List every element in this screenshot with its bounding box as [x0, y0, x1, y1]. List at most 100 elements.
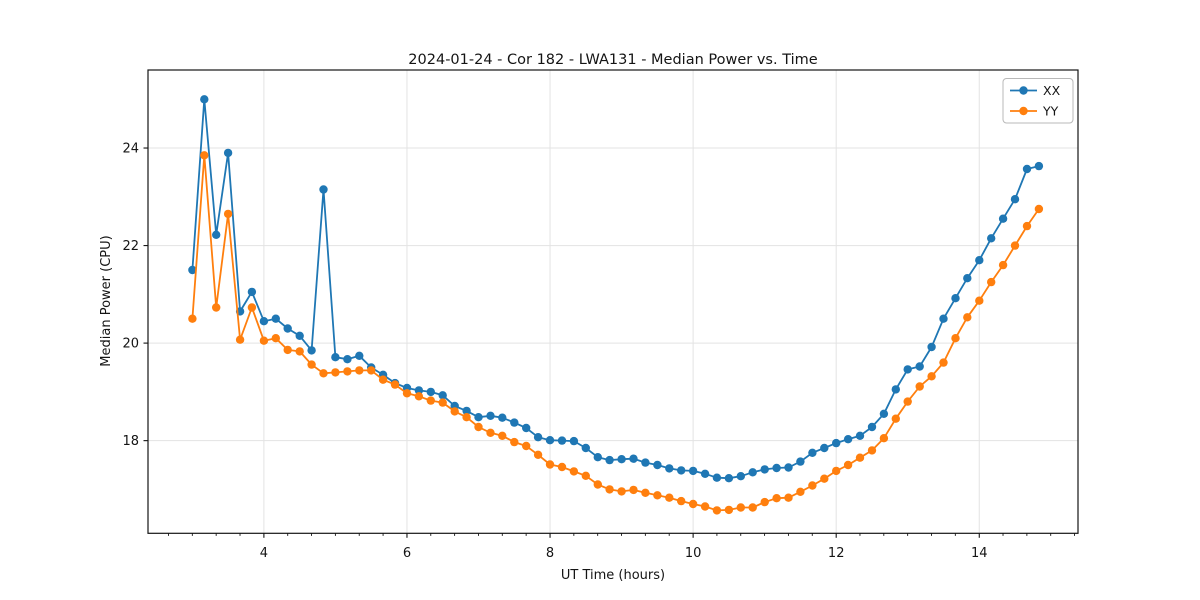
- yy-series-marker: [438, 398, 447, 407]
- yy-series-marker: [677, 496, 686, 506]
- yy-series-marker: [462, 413, 471, 422]
- legend-entry-marker: [1019, 86, 1028, 95]
- xx-series-marker: [295, 331, 304, 340]
- yy-series-marker: [533, 450, 543, 459]
- yy-series-marker: [903, 397, 912, 406]
- yy-series-marker: [748, 503, 757, 512]
- yy-series-marker: [235, 335, 245, 344]
- xx-series-marker: [593, 453, 602, 462]
- xx-series-marker: [271, 314, 280, 323]
- yy-series-marker: [522, 441, 531, 451]
- xx-series-marker: [927, 342, 936, 352]
- xx-series-marker: [855, 431, 865, 440]
- xx-series-marker: [998, 214, 1008, 223]
- xx-series-marker: [951, 294, 960, 303]
- yy-series-marker: [879, 434, 889, 443]
- yy-series-marker: [450, 407, 459, 416]
- x-tick-label: 10: [685, 546, 702, 561]
- xx-series-marker: [891, 385, 900, 394]
- xx-series-marker: [569, 436, 579, 446]
- xx-series-marker: [903, 365, 912, 374]
- yy-series-marker: [939, 358, 948, 367]
- legend-entry-label: XX: [1043, 83, 1061, 98]
- xx-series-line: [191, 98, 1040, 480]
- yy-series-marker: [724, 505, 734, 515]
- yy-series-marker: [581, 471, 590, 480]
- legend: XX YY: [1002, 78, 1074, 124]
- yy-series-marker: [319, 369, 328, 378]
- xx-series-marker: [522, 423, 531, 433]
- yy-series-marker: [784, 493, 793, 502]
- xx-series-marker: [712, 473, 722, 482]
- yy-series-marker: [653, 491, 662, 500]
- xx-series-marker: [414, 386, 424, 395]
- yy-series-marker: [307, 360, 316, 369]
- yy-series-marker: [486, 428, 495, 437]
- xx-series-marker: [688, 466, 698, 476]
- xx-series-marker: [510, 418, 519, 427]
- yy-series-marker: [474, 422, 483, 432]
- xx-series-marker: [581, 443, 590, 453]
- xx-series-marker: [879, 409, 889, 418]
- xx-series-marker: [545, 436, 555, 445]
- yy-series-marker: [688, 499, 698, 509]
- xx-series-marker: [319, 185, 328, 194]
- xx-series-marker: [987, 234, 996, 243]
- yy-series-marker: [378, 375, 388, 384]
- yy-series-marker: [593, 480, 602, 489]
- x-tick-label: 6: [403, 546, 411, 561]
- yy-series-marker: [247, 303, 257, 312]
- yy-series-marker: [641, 488, 650, 497]
- yy-series-marker: [414, 392, 424, 401]
- xx-series-marker: [843, 435, 853, 444]
- xx-series-marker: [665, 464, 674, 473]
- xx-series-marker: [724, 474, 734, 483]
- yy-series-marker: [223, 209, 233, 219]
- yy-series-marker: [367, 366, 376, 375]
- y-tick-label: 20: [122, 337, 139, 352]
- yy-series-marker: [545, 460, 555, 469]
- yy-series-marker: [832, 466, 841, 476]
- xx-series-marker: [617, 455, 626, 464]
- y-tick-label: 18: [122, 434, 139, 449]
- x-tick-label: 14: [971, 546, 988, 561]
- legend-entry-label: YY: [1042, 104, 1059, 119]
- yy-series-marker: [843, 460, 853, 470]
- legend-entry-marker: [1019, 106, 1028, 116]
- yy-series-marker: [808, 481, 817, 490]
- yy-series-marker: [927, 372, 936, 381]
- xx-series-marker: [867, 422, 877, 432]
- xx-series-marker: [784, 463, 793, 472]
- yy-series-marker: [498, 431, 507, 440]
- yy-series-marker: [629, 485, 638, 495]
- x-tick-label: 12: [828, 546, 845, 561]
- x-tick-label: 4: [260, 546, 268, 561]
- yy-series-marker: [1010, 241, 1020, 250]
- xx-series-marker: [259, 317, 269, 326]
- xx-series-marker: [736, 472, 745, 481]
- yy-series-marker: [915, 382, 924, 391]
- xx-series-marker: [307, 346, 316, 355]
- yy-series-marker: [343, 367, 352, 376]
- xx-series-marker: [939, 314, 948, 323]
- xx-series-marker: [796, 457, 805, 466]
- xx-series-marker: [200, 95, 209, 104]
- xx-series-marker: [283, 324, 292, 333]
- yy-series-marker: [951, 334, 960, 343]
- xx-series-marker: [653, 460, 662, 470]
- xx-series-marker: [700, 469, 710, 478]
- yy-series-marker: [772, 494, 781, 503]
- xx-series-marker: [760, 465, 769, 474]
- yy-series-marker: [200, 151, 209, 160]
- grid-layer: [148, 70, 1078, 534]
- yy-series-marker: [212, 303, 221, 312]
- yy-series-marker: [617, 487, 626, 496]
- xx-series-marker: [212, 230, 221, 239]
- xx-series-marker: [533, 433, 543, 442]
- xx-series-marker: [748, 468, 757, 477]
- legend-box: [1002, 78, 1074, 124]
- series-layer: [188, 95, 1044, 515]
- xx-series-marker: [808, 448, 817, 457]
